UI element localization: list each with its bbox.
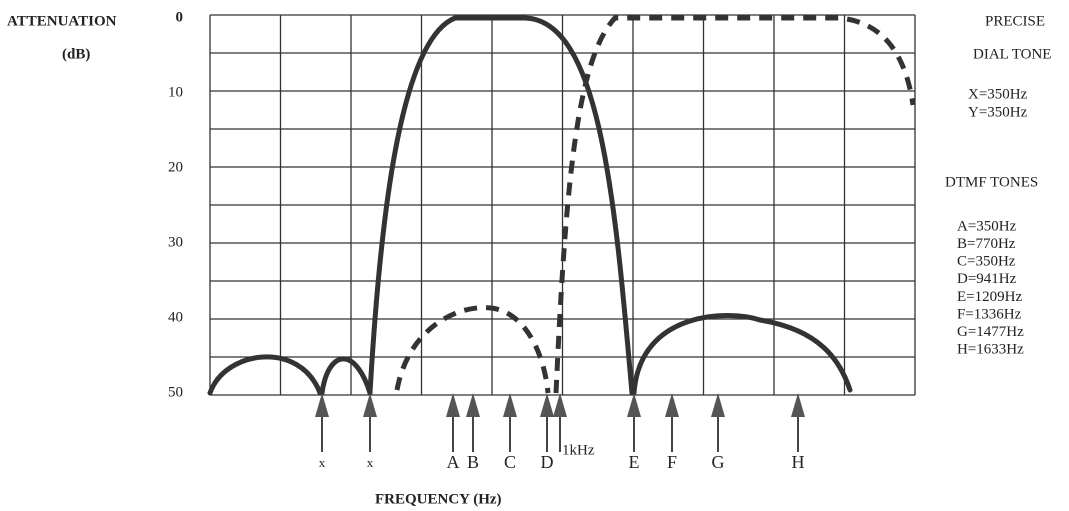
y-tick-label: 40: [168, 309, 183, 325]
arrow-head: [540, 393, 554, 417]
x-axis-title: FREQUENCY (Hz): [375, 491, 502, 507]
marker-label: D: [541, 452, 554, 472]
marker-label: C: [504, 452, 516, 472]
y-tick-label: 20: [168, 159, 183, 175]
marker-label: B: [467, 452, 479, 472]
arrows: [315, 393, 805, 452]
lobe: [322, 359, 370, 393]
legend-item: B=770Hz: [957, 236, 1016, 252]
marker-label: G: [712, 452, 725, 472]
arrow-head: [315, 393, 329, 417]
y-tick-label: 50: [168, 384, 183, 400]
legend-title: PRECISE: [985, 13, 1045, 29]
y-axis-unit: (dB): [62, 46, 90, 62]
legend-item: Y=350Hz: [968, 104, 1028, 120]
dashed-lobe: [397, 308, 548, 393]
y-axis-title: ATTENUATION: [7, 13, 117, 29]
legend-item: D=941Hz: [957, 271, 1017, 287]
legend-item: F=1336Hz: [957, 306, 1022, 322]
legend-subtitle: DIAL TONE: [973, 46, 1051, 62]
marker-label: A: [447, 452, 460, 472]
legend-item: C=350Hz: [957, 254, 1016, 270]
arrow-head: [446, 393, 460, 417]
arrow-head: [553, 393, 567, 417]
legend-item: X=350Hz: [968, 86, 1028, 102]
lobe: [634, 316, 850, 393]
arrow-head: [791, 393, 805, 417]
y-tick-label: 10: [168, 84, 183, 100]
y-tick-label: 0: [176, 9, 184, 25]
marker-label: H: [792, 452, 805, 472]
legend-item: E=1209Hz: [957, 289, 1022, 305]
arrow-head: [711, 393, 725, 417]
arrow-head: [627, 393, 641, 417]
legend-title: DTMF TONES: [945, 174, 1038, 190]
legend-item: G=1477Hz: [957, 324, 1024, 340]
marker-label: F: [667, 452, 677, 472]
marker-label: x: [367, 455, 374, 470]
arrow-head: [503, 393, 517, 417]
marker-label: E: [629, 452, 640, 472]
y-tick-label: 30: [168, 234, 183, 250]
arrow-head: [466, 393, 480, 417]
legend-item: H=1633Hz: [957, 342, 1024, 358]
arrow-head: [363, 393, 377, 417]
note-1khz: 1kHz: [562, 442, 595, 458]
marker-label: x: [319, 455, 326, 470]
arrow-head: [665, 393, 679, 417]
lobe: [210, 357, 320, 393]
legend-item: A=350Hz: [957, 218, 1017, 234]
diagram: ATTENUATION (dB) FREQUENCY (Hz) 1kHz PRE…: [0, 0, 1069, 511]
